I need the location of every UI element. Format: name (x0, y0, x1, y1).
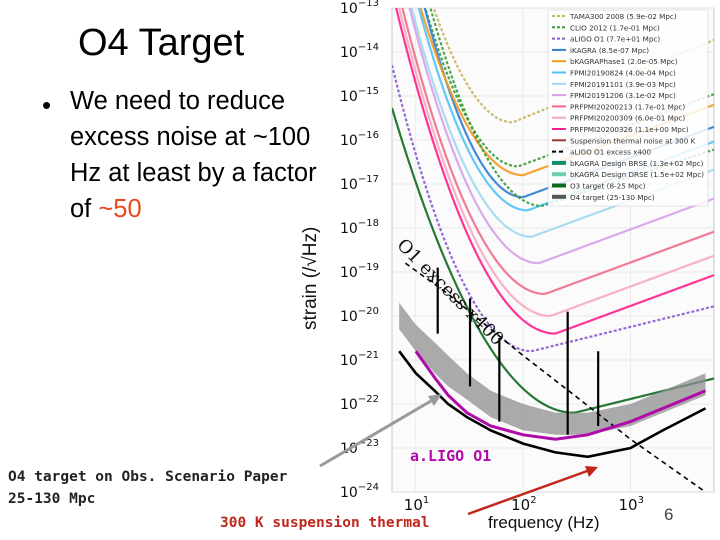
aligo-o1-line (414, 350, 707, 441)
y-tick-label: 10−19 (340, 262, 379, 281)
legend-entry: bKAGRA Design BRSE (1.3e+02 Mpc) (570, 159, 704, 168)
background-curve (401, 8, 714, 296)
legend-entry: FPMI20191101 (3.9e-03 Mpc) (570, 80, 676, 89)
o4-target-band (399, 302, 706, 435)
y-tick-label: 10−16 (340, 130, 379, 149)
y-axis-ticks: 10−13 10−14 10−15 10−16 10−17 10−18 10−19 10−20… (340, 0, 379, 501)
y-tick-label: 10−14 (340, 42, 379, 61)
o4-target-note-line2: 25-130 Mpc (8, 491, 96, 507)
y-tick-label: 10−13 (340, 0, 379, 17)
legend-entry: Suspension thermal noise at 300 K (570, 136, 696, 145)
slide-title: O4 Target (78, 22, 245, 64)
background-curve (408, 8, 714, 265)
legend-entry: aLIGO O1 excess x400 (570, 148, 652, 157)
legend-entry: O4 target (25-130 Mpc) (570, 193, 655, 202)
legend-entry: FPMI20190824 (4.0e-04 Mpc) (570, 69, 676, 78)
y-tick-label: 10−20 (340, 306, 379, 325)
legend-entry: PRFPMI20200309 (6.0e-01 Mpc) (570, 114, 685, 123)
y-tick-label: 10−18 (340, 218, 379, 237)
background-curve (395, 8, 714, 335)
o4-target-note: O4 target on Obs. Scenario Paper 25-130 … (8, 466, 287, 510)
y-tick-label: 10−22 (340, 394, 379, 413)
x-tick-label: 101 (404, 495, 429, 514)
background-curve (392, 64, 714, 353)
aligo-o1-label: a.LIGO O1 (410, 447, 492, 465)
bullet-text: We need to reduce excess noise at ~100 H… (70, 83, 320, 227)
legend-entry: O3 target (8-25 Mpc) (570, 182, 646, 191)
suspension-thermal-note: 300 K suspension thermal (220, 515, 430, 531)
bullet-point-icon: • (42, 90, 52, 120)
legend-entry: bKAGRA Design DRSE (1.5e+02 Mpc) (570, 170, 704, 179)
y-axis-label: strain (/√Hz) (300, 226, 321, 330)
x-axis-ticks: 101 102 103 (404, 495, 644, 514)
suspension-arrow (467, 468, 591, 516)
y-tick-label: 10−15 (340, 86, 379, 105)
legend-entry: aLIGO O1 (7.7e+01 Mpc) (570, 35, 660, 44)
y-tick-label: 10−24 (340, 482, 379, 501)
y-tick-label: 10−23 (340, 438, 379, 457)
legend-box (547, 9, 709, 207)
legend-entry: PRFPMI20200326 (1.1e+00 Mpc) (570, 125, 689, 134)
page-number: 6 (664, 505, 674, 524)
legend-entry: iKAGRA (8.5e-07 Mpc) (570, 46, 649, 55)
suspension-arrow-head-icon (585, 466, 598, 477)
bullet-highlight: ~50 (98, 195, 142, 223)
x-axis-label: frequency (Hz) (488, 513, 600, 532)
legend: TAMA300 2008 (5.9e-02 Mpc) CLIO 2012 (1.7… (547, 9, 709, 207)
legend-entry: bKAGRAPhase1 (2.0e-05 Mpc) (570, 57, 678, 66)
background-curve (392, 107, 714, 414)
x-tick-label: 102 (511, 495, 536, 514)
legend-entry: TAMA300 2008 (5.9e-02 Mpc) (569, 12, 677, 21)
bkagra-design-line (398, 350, 707, 459)
o4-target-note-line1: O4 target on Obs. Scenario Paper (8, 469, 288, 485)
legend-entry: FPMI20191206 (3.1e-02 Mpc) (570, 91, 676, 100)
o4-target-arrow (319, 396, 437, 468)
x-tick-label: 103 (618, 495, 643, 514)
series-layer (398, 262, 707, 492)
o4-arrow-head-icon (428, 394, 442, 406)
bullet-body: We need to reduce excess noise at ~100 H… (70, 87, 317, 223)
y-tick-label: 10−17 (340, 174, 379, 193)
y-axis-label-wrap: strain (/√Hz) (300, 227, 321, 331)
y-tick-label: 10−21 (340, 350, 379, 369)
legend-entry: PRFPMI20200213 (1.7e-01 Mpc) (570, 102, 685, 111)
background-curve (398, 8, 714, 318)
legend-entry: CLIO 2012 (1.7e-01 Mpc) (570, 23, 660, 32)
